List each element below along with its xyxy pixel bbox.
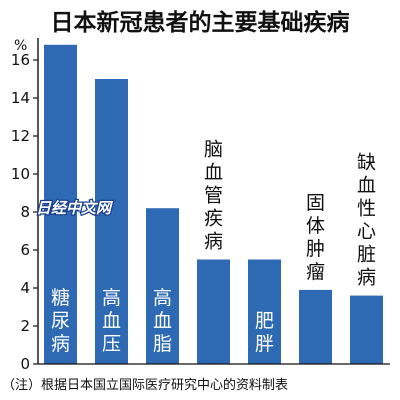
y-axis: 0 2 4 6 8 10 12 14 16 xyxy=(11,38,390,373)
category-label: 病 xyxy=(204,231,223,253)
y-tick-label: 6 xyxy=(20,241,30,259)
category-label: 糖 xyxy=(51,287,70,309)
category-label: 固 xyxy=(306,192,325,214)
category-label: 病 xyxy=(51,333,70,355)
category-label: 疾 xyxy=(204,208,223,230)
chart-title: 日本新冠患者的主要基础疾病 xyxy=(51,9,350,36)
category-label: 高 xyxy=(153,287,172,309)
bar xyxy=(350,295,383,364)
bar xyxy=(44,44,77,365)
y-tick-label: 0 xyxy=(20,355,30,373)
bar xyxy=(299,289,332,364)
bar xyxy=(95,79,128,364)
category-label: 肥 xyxy=(255,310,274,332)
y-tick-label: 10 xyxy=(11,165,30,183)
category-label: 脏 xyxy=(357,244,376,266)
category-label: 血 xyxy=(153,310,172,332)
category-label: 尿 xyxy=(51,310,70,332)
category-label: 血 xyxy=(204,162,223,184)
category-label: 高 xyxy=(102,287,121,309)
y-tick-label: 12 xyxy=(11,127,30,145)
y-tick-label: 8 xyxy=(20,203,30,221)
category-label: 脑 xyxy=(204,139,223,161)
category-label: 胖 xyxy=(255,333,274,355)
category-label: 血 xyxy=(102,310,121,332)
category-label: 肿 xyxy=(306,238,325,260)
category-label: 瘤 xyxy=(306,261,325,283)
y-tick-label: 16 xyxy=(11,51,30,69)
category-label: 压 xyxy=(102,333,121,355)
category-label: 体 xyxy=(306,215,325,237)
bar xyxy=(197,259,230,364)
category-label: 性 xyxy=(357,198,376,220)
category-label: 缺 xyxy=(357,152,376,174)
category-label: 脂 xyxy=(153,333,172,355)
y-tick-label: 2 xyxy=(20,317,30,335)
y-tick-label: 14 xyxy=(11,89,30,107)
y-axis-unit: % xyxy=(14,38,27,54)
category-label: 管 xyxy=(204,185,223,207)
bar xyxy=(248,259,281,364)
bar xyxy=(146,208,179,364)
y-tick-label: 4 xyxy=(20,279,30,297)
category-label: 病 xyxy=(357,267,376,289)
watermark: 日经中文网 xyxy=(36,199,114,217)
category-label: 心 xyxy=(357,221,376,243)
category-label: 血 xyxy=(357,175,376,197)
source-note: （注）根据日本国立国际医疗研究中心的资料制表 xyxy=(2,377,288,393)
